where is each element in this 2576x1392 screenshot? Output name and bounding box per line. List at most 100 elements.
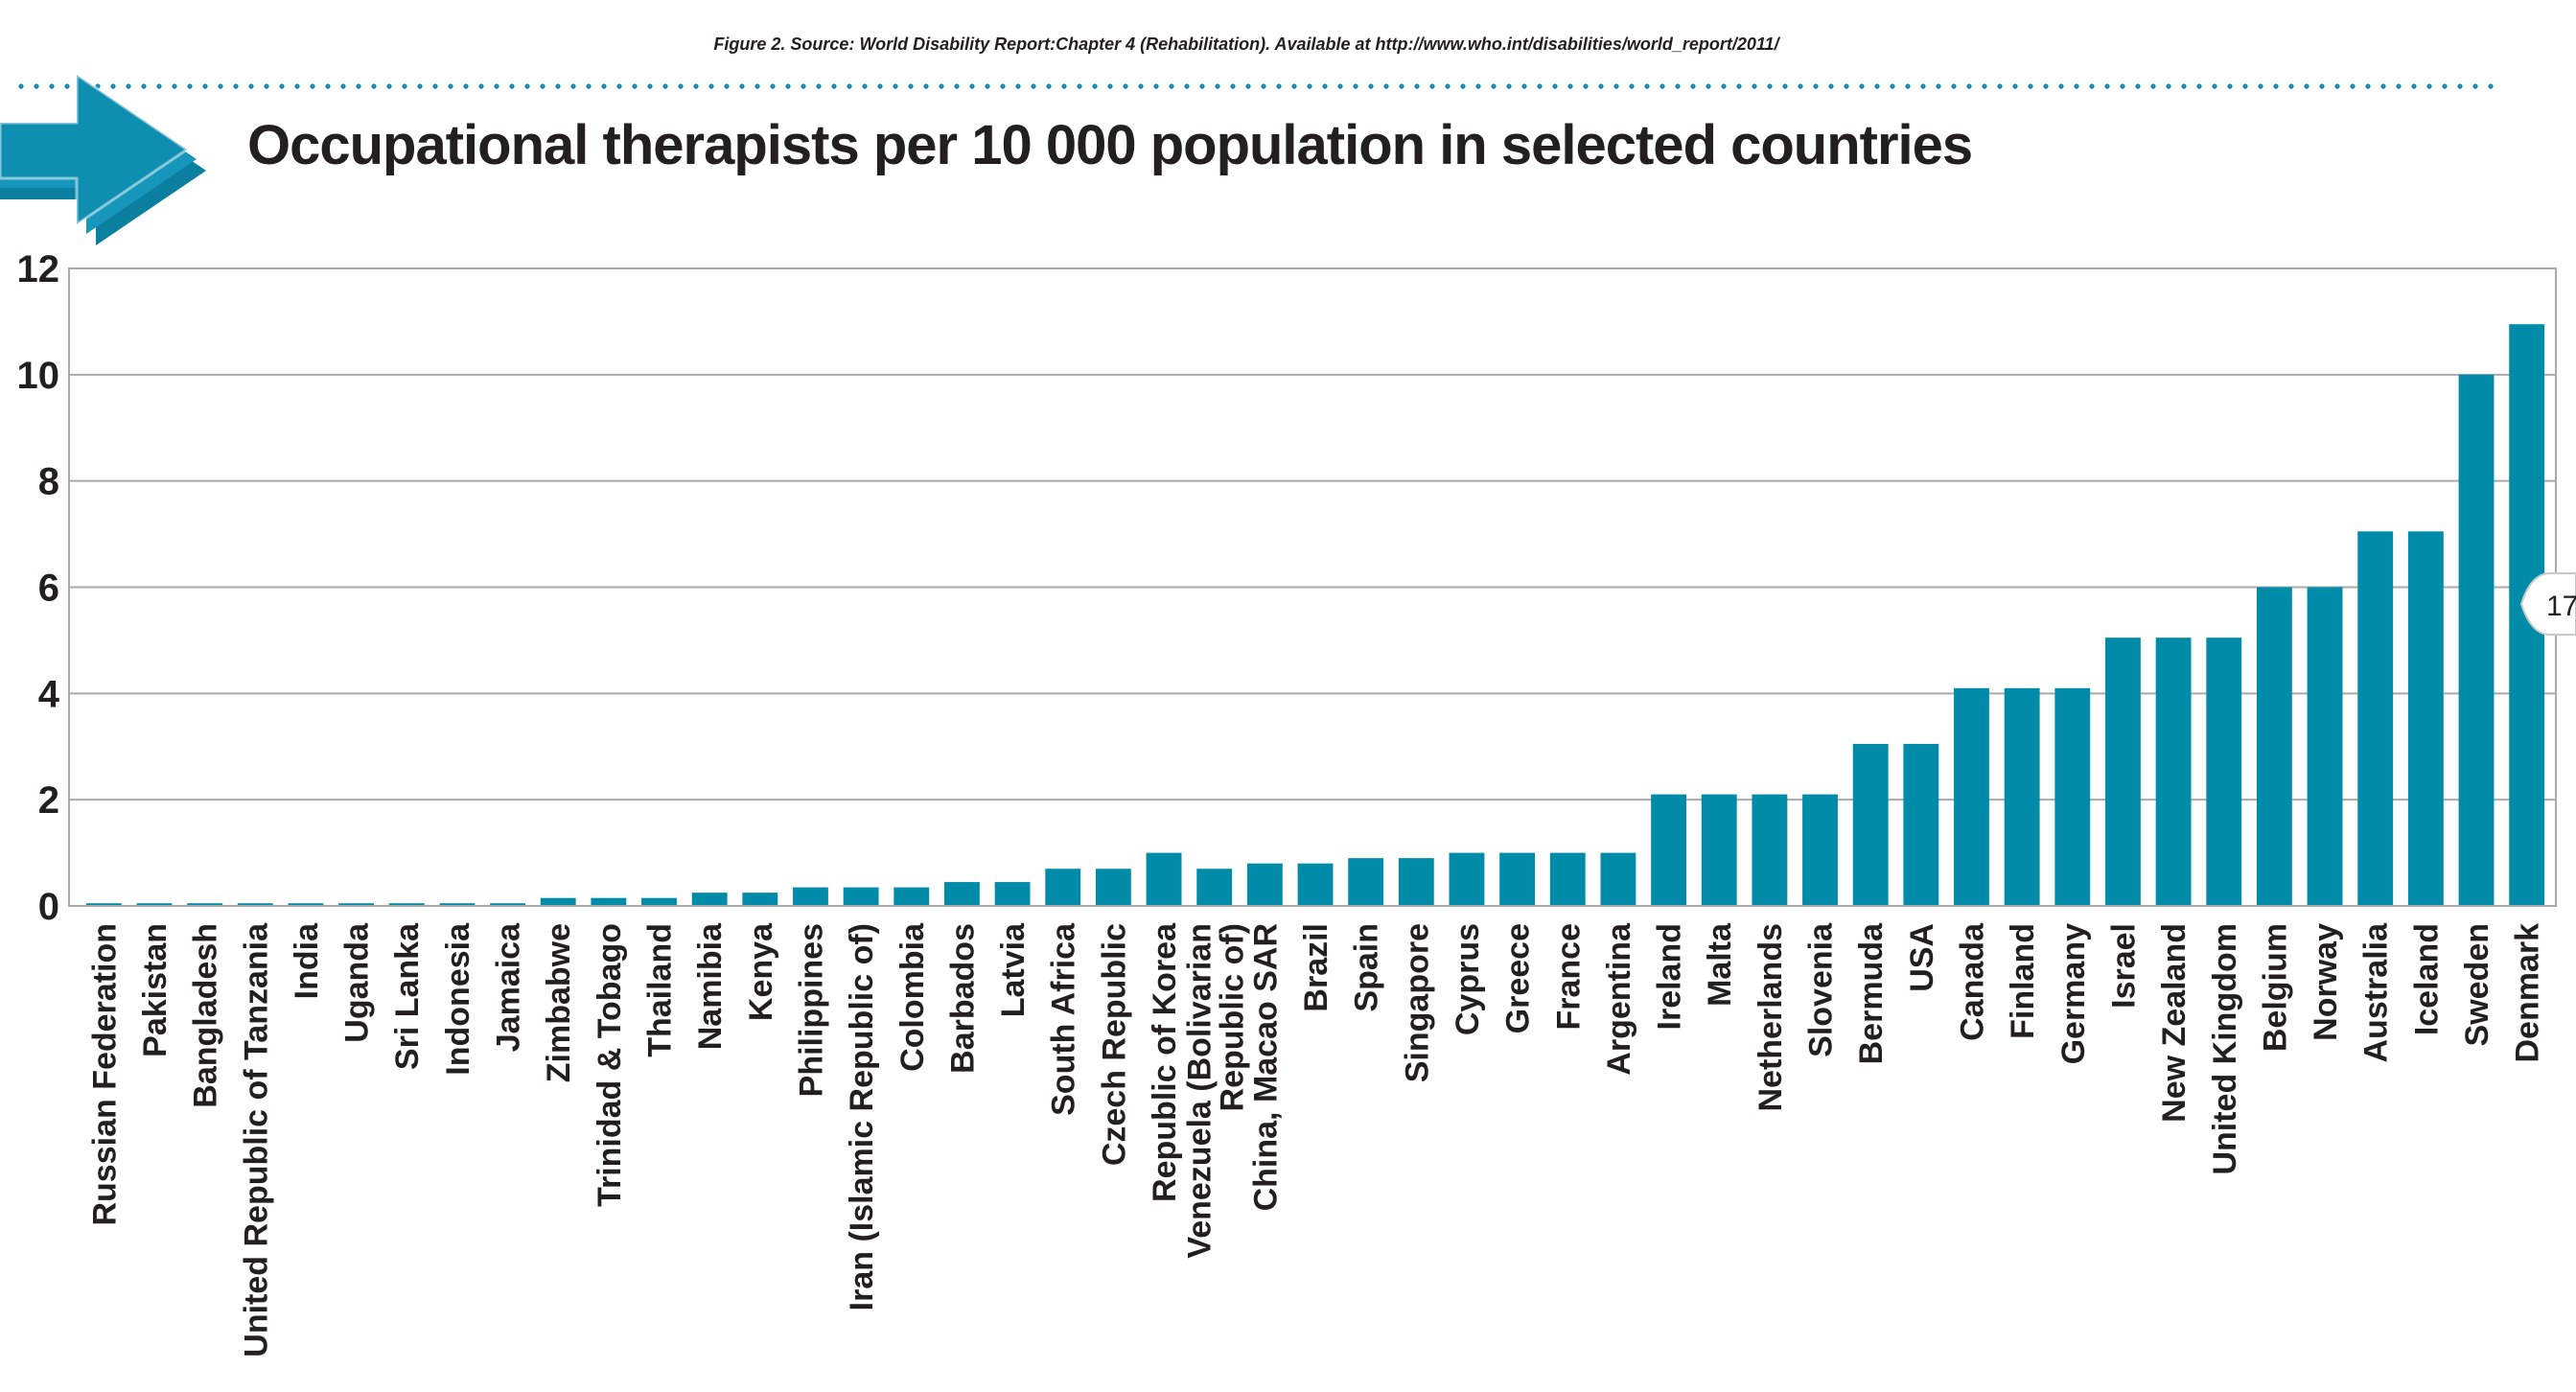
rule-dot bbox=[279, 83, 285, 89]
bar bbox=[1549, 852, 1586, 906]
rule-dot bbox=[1736, 83, 1742, 89]
bar bbox=[2357, 531, 2394, 906]
y-tick-label: 2 bbox=[38, 779, 59, 822]
rule-dot bbox=[1752, 83, 1757, 89]
rule-dot bbox=[1353, 83, 1358, 89]
bar bbox=[691, 893, 728, 906]
bar bbox=[2407, 531, 2444, 906]
rule-dot bbox=[18, 83, 24, 89]
bar bbox=[742, 893, 778, 906]
bar bbox=[1802, 794, 1838, 906]
rule-dot bbox=[1966, 83, 1972, 89]
rule-dot bbox=[2365, 83, 2371, 89]
bar bbox=[1752, 794, 1788, 906]
rule-dot bbox=[2350, 83, 2356, 89]
rule-dot bbox=[877, 83, 883, 89]
rule-dot bbox=[785, 83, 791, 89]
rule-dot bbox=[1169, 83, 1174, 89]
y-tick-label: 12 bbox=[17, 248, 60, 290]
rule-dot bbox=[939, 83, 944, 89]
x-tick-label: Venezuela (BolivarianRepublic of) bbox=[1182, 923, 1251, 1259]
x-tick-label: Bermuda bbox=[1853, 922, 1890, 1064]
rule-dot bbox=[494, 83, 499, 89]
rule-dot bbox=[1598, 83, 1604, 89]
rule-dot bbox=[463, 83, 469, 89]
bar bbox=[1651, 794, 1686, 906]
rule-dot bbox=[248, 83, 254, 89]
x-tick-label: Czech Republic bbox=[1096, 923, 1132, 1166]
bar bbox=[2004, 687, 2040, 906]
rule-dot bbox=[1092, 83, 1098, 89]
bar bbox=[893, 887, 930, 906]
bar bbox=[2155, 638, 2192, 906]
x-tick-label: Slovenia bbox=[1803, 922, 1840, 1057]
rule-dot bbox=[325, 83, 331, 89]
bar bbox=[388, 903, 425, 906]
rule-dot bbox=[2104, 83, 2110, 89]
rule-dot bbox=[156, 83, 162, 89]
bar bbox=[591, 897, 627, 906]
rule-dot bbox=[34, 83, 39, 89]
rule-dot bbox=[969, 83, 975, 89]
x-tick-label: United Republic of Tanzania bbox=[238, 922, 274, 1357]
x-tick-label: Sweden bbox=[2459, 923, 2495, 1046]
x-tick-label: Finland bbox=[2005, 923, 2041, 1039]
rule-dot bbox=[509, 83, 515, 89]
rule-dot bbox=[1491, 83, 1497, 89]
rule-dot bbox=[2457, 83, 2463, 89]
x-tick-label: Colombia bbox=[894, 922, 931, 1072]
rule-dot bbox=[662, 83, 668, 89]
bar bbox=[1852, 743, 1889, 906]
x-tick-label: Norway bbox=[2308, 923, 2344, 1041]
rule-dot bbox=[601, 83, 607, 89]
rule-dot bbox=[862, 83, 868, 89]
rule-dot bbox=[739, 83, 745, 89]
x-tick-label: Barbados bbox=[944, 923, 981, 1074]
rule-dot bbox=[2334, 83, 2340, 89]
rule-dot bbox=[126, 83, 131, 89]
x-tick-label: Cyprus bbox=[1450, 923, 1486, 1035]
rule-dot bbox=[1644, 83, 1650, 89]
x-tick-label: Netherlands bbox=[1752, 923, 1789, 1112]
rule-dot bbox=[770, 83, 776, 89]
rule-dot bbox=[218, 83, 223, 89]
bar bbox=[2307, 587, 2343, 906]
dotted-rule bbox=[18, 83, 2494, 89]
rule-dot bbox=[1844, 83, 1849, 89]
rule-dot bbox=[1890, 83, 1895, 89]
y-tick-label: 4 bbox=[38, 673, 60, 715]
rule-dot bbox=[2028, 83, 2033, 89]
rule-dot bbox=[1721, 83, 1727, 89]
rule-dot bbox=[2319, 83, 2325, 89]
rule-dot bbox=[1936, 83, 1941, 89]
bar bbox=[1903, 743, 1939, 906]
rule-dot bbox=[1077, 83, 1082, 89]
rule-dot bbox=[586, 83, 592, 89]
bar bbox=[338, 903, 375, 906]
rule-dot bbox=[1982, 83, 1987, 89]
rule-dot bbox=[402, 83, 407, 89]
rule-dot bbox=[1429, 83, 1435, 89]
rule-dot bbox=[1322, 83, 1328, 89]
rule-dot bbox=[1521, 83, 1527, 89]
rule-dot bbox=[1261, 83, 1266, 89]
rule-dot bbox=[2488, 83, 2494, 89]
rule-dot bbox=[432, 83, 438, 89]
x-tick-label: Latvia bbox=[995, 922, 1032, 1017]
chart-title: Occupational therapists per 10 000 popul… bbox=[247, 114, 1973, 176]
bar bbox=[1196, 869, 1233, 906]
bar bbox=[1954, 687, 1989, 906]
x-tick-label: Belgium bbox=[2257, 923, 2293, 1052]
rule-dot bbox=[1245, 83, 1251, 89]
x-tick-label: Zimbabwe bbox=[541, 923, 577, 1082]
rule-dot bbox=[1031, 83, 1036, 89]
rule-dot bbox=[1813, 83, 1819, 89]
rule-dot bbox=[2135, 83, 2141, 89]
rule-dot bbox=[1123, 83, 1128, 89]
rule-dot bbox=[1230, 83, 1236, 89]
rule-dot bbox=[1291, 83, 1297, 89]
x-tick-label: Argentina bbox=[1601, 922, 1637, 1076]
rule-dot bbox=[141, 83, 147, 89]
bar bbox=[1600, 852, 1636, 906]
rule-dot bbox=[923, 83, 929, 89]
